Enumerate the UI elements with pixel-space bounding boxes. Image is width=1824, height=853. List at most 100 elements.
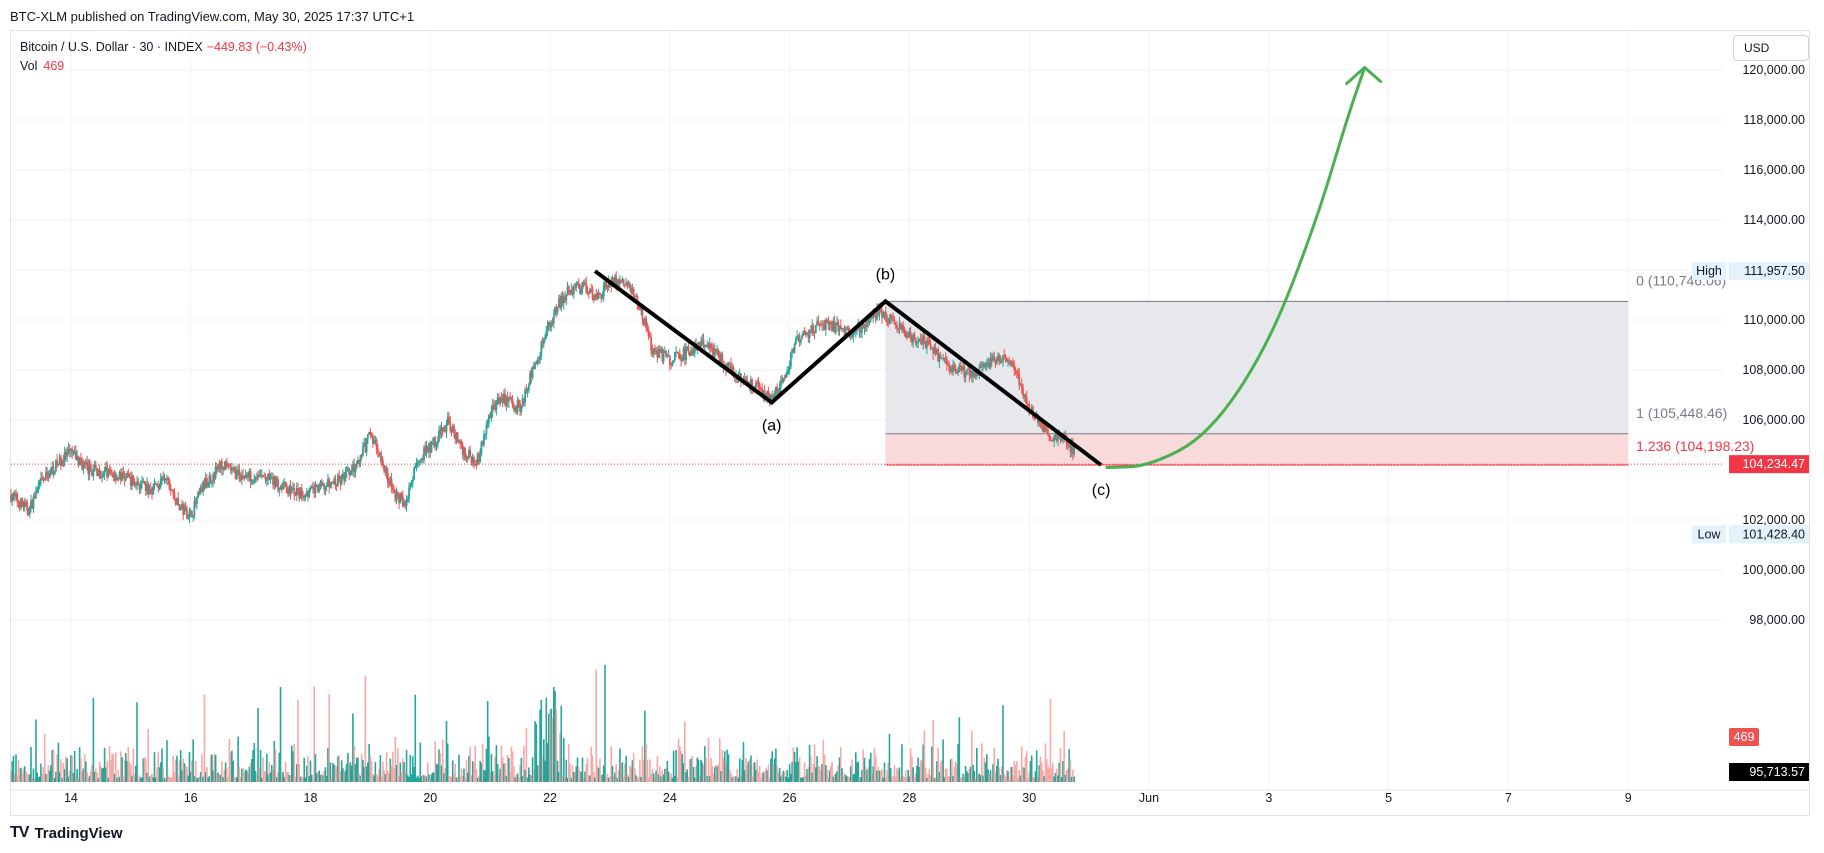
candle-body xyxy=(385,467,388,474)
volume-bar xyxy=(554,691,556,782)
candle-body xyxy=(585,283,588,293)
candle-body xyxy=(294,494,297,496)
volume-bar xyxy=(871,773,873,782)
volume-bar xyxy=(761,773,763,782)
volume-bar xyxy=(101,768,103,782)
last-price-box xyxy=(1729,455,1809,474)
volume-bar xyxy=(736,769,739,782)
volume-bar xyxy=(919,760,922,782)
volume-bar xyxy=(184,765,187,782)
volume-bar xyxy=(358,773,360,782)
candle-body xyxy=(791,348,794,353)
volume-bar xyxy=(635,775,637,782)
volume-bar xyxy=(43,733,46,782)
candle-body xyxy=(128,476,131,478)
candle-body xyxy=(290,489,293,494)
price-tick-label: 106,000.00 xyxy=(1742,413,1805,427)
volume-bar xyxy=(747,761,750,782)
volume-bar xyxy=(335,766,338,782)
candle-body xyxy=(657,349,660,358)
volume-bar xyxy=(1009,767,1012,782)
candle-body xyxy=(1025,396,1028,405)
candle-body xyxy=(515,407,518,412)
candle-body xyxy=(419,460,422,462)
volume-bar xyxy=(399,762,402,782)
candle-body xyxy=(527,384,530,391)
candle-body xyxy=(745,378,747,381)
candle-body xyxy=(914,338,917,344)
volume-bar xyxy=(31,777,34,782)
candle-body xyxy=(570,289,573,294)
volume-bar xyxy=(13,773,16,782)
candle-body xyxy=(911,338,913,343)
volume-bar xyxy=(169,776,172,782)
candle-body xyxy=(778,386,781,394)
volume-bar xyxy=(496,764,499,782)
candle-body xyxy=(1017,372,1019,375)
volume-bar xyxy=(514,777,516,782)
volume-bar xyxy=(977,774,979,782)
candle-body xyxy=(693,343,696,354)
volume-bar xyxy=(26,773,29,782)
volume-bar xyxy=(728,769,731,782)
volume-bar xyxy=(752,762,755,782)
volume-bar xyxy=(489,772,491,782)
candle-body xyxy=(806,333,809,336)
tradingview-branding[interactable]: TV TradingView xyxy=(10,824,123,842)
volume-bar xyxy=(1044,743,1047,782)
candle-body xyxy=(132,475,135,483)
volume-bar xyxy=(1068,748,1070,782)
volume-bar xyxy=(293,744,296,782)
volume-bar xyxy=(898,767,901,782)
volume-bar xyxy=(395,764,398,782)
candle-body xyxy=(559,298,561,308)
candle-body xyxy=(428,442,430,453)
volume-bar xyxy=(611,765,614,782)
volume-bar xyxy=(627,776,630,782)
candle-body xyxy=(253,479,256,481)
volume-bar xyxy=(561,775,564,782)
wave-label-c: (c) xyxy=(1092,482,1111,499)
volume-bar xyxy=(511,751,514,782)
volume-bar xyxy=(748,759,751,782)
candle-body xyxy=(984,364,987,367)
candle-body xyxy=(833,320,836,333)
volume-bar xyxy=(354,764,357,782)
candle-body xyxy=(304,495,307,497)
candle-body xyxy=(703,344,706,348)
volume-bar xyxy=(1043,776,1045,782)
candle-body xyxy=(761,388,764,397)
volume-bar xyxy=(100,765,102,782)
candle-body xyxy=(950,367,953,373)
volume-bar xyxy=(1034,771,1037,782)
volume-bar xyxy=(174,759,177,782)
candle-body xyxy=(220,461,223,470)
candle-body xyxy=(349,470,352,476)
candle-body xyxy=(279,486,282,488)
currency-button[interactable]: USD xyxy=(1733,35,1809,61)
volume-bar xyxy=(878,770,881,782)
volume-bar xyxy=(347,752,349,782)
candle-body xyxy=(995,357,998,365)
candle-body xyxy=(620,280,623,282)
volume-bar xyxy=(364,676,367,782)
candle-body xyxy=(1059,434,1062,441)
candle-body xyxy=(421,458,424,460)
candle-body xyxy=(829,322,832,325)
candle-body xyxy=(396,492,399,494)
volume-bar xyxy=(917,757,919,782)
volume-bar xyxy=(302,777,304,782)
candle-body xyxy=(107,468,110,477)
volume-bar xyxy=(199,772,202,782)
candle-body xyxy=(58,456,61,465)
volume-bar xyxy=(254,770,257,782)
volume-bar xyxy=(828,770,831,782)
volume-bar xyxy=(574,772,576,782)
volume-bar xyxy=(889,767,892,782)
candle-body xyxy=(485,425,488,435)
candle-body xyxy=(426,445,429,453)
volume-bar xyxy=(352,713,354,782)
volume-bar xyxy=(465,760,468,782)
wave-abc-line xyxy=(593,269,1103,467)
